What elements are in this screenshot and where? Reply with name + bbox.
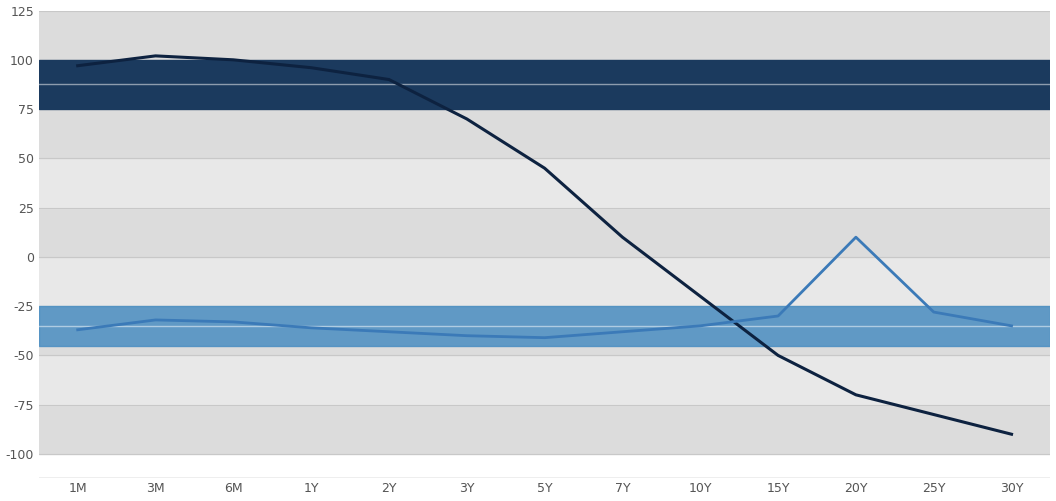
Bar bbox=[39, 306, 1051, 346]
Bar bbox=[39, 11, 1051, 60]
Bar bbox=[39, 405, 1051, 454]
Bar bbox=[39, 257, 1051, 306]
Bar bbox=[39, 355, 1051, 405]
Bar bbox=[39, 207, 1051, 257]
Bar bbox=[39, 158, 1051, 207]
Bar bbox=[39, 306, 1051, 355]
Bar bbox=[39, 60, 1051, 109]
Bar bbox=[39, 109, 1051, 158]
Bar bbox=[39, 60, 1051, 109]
